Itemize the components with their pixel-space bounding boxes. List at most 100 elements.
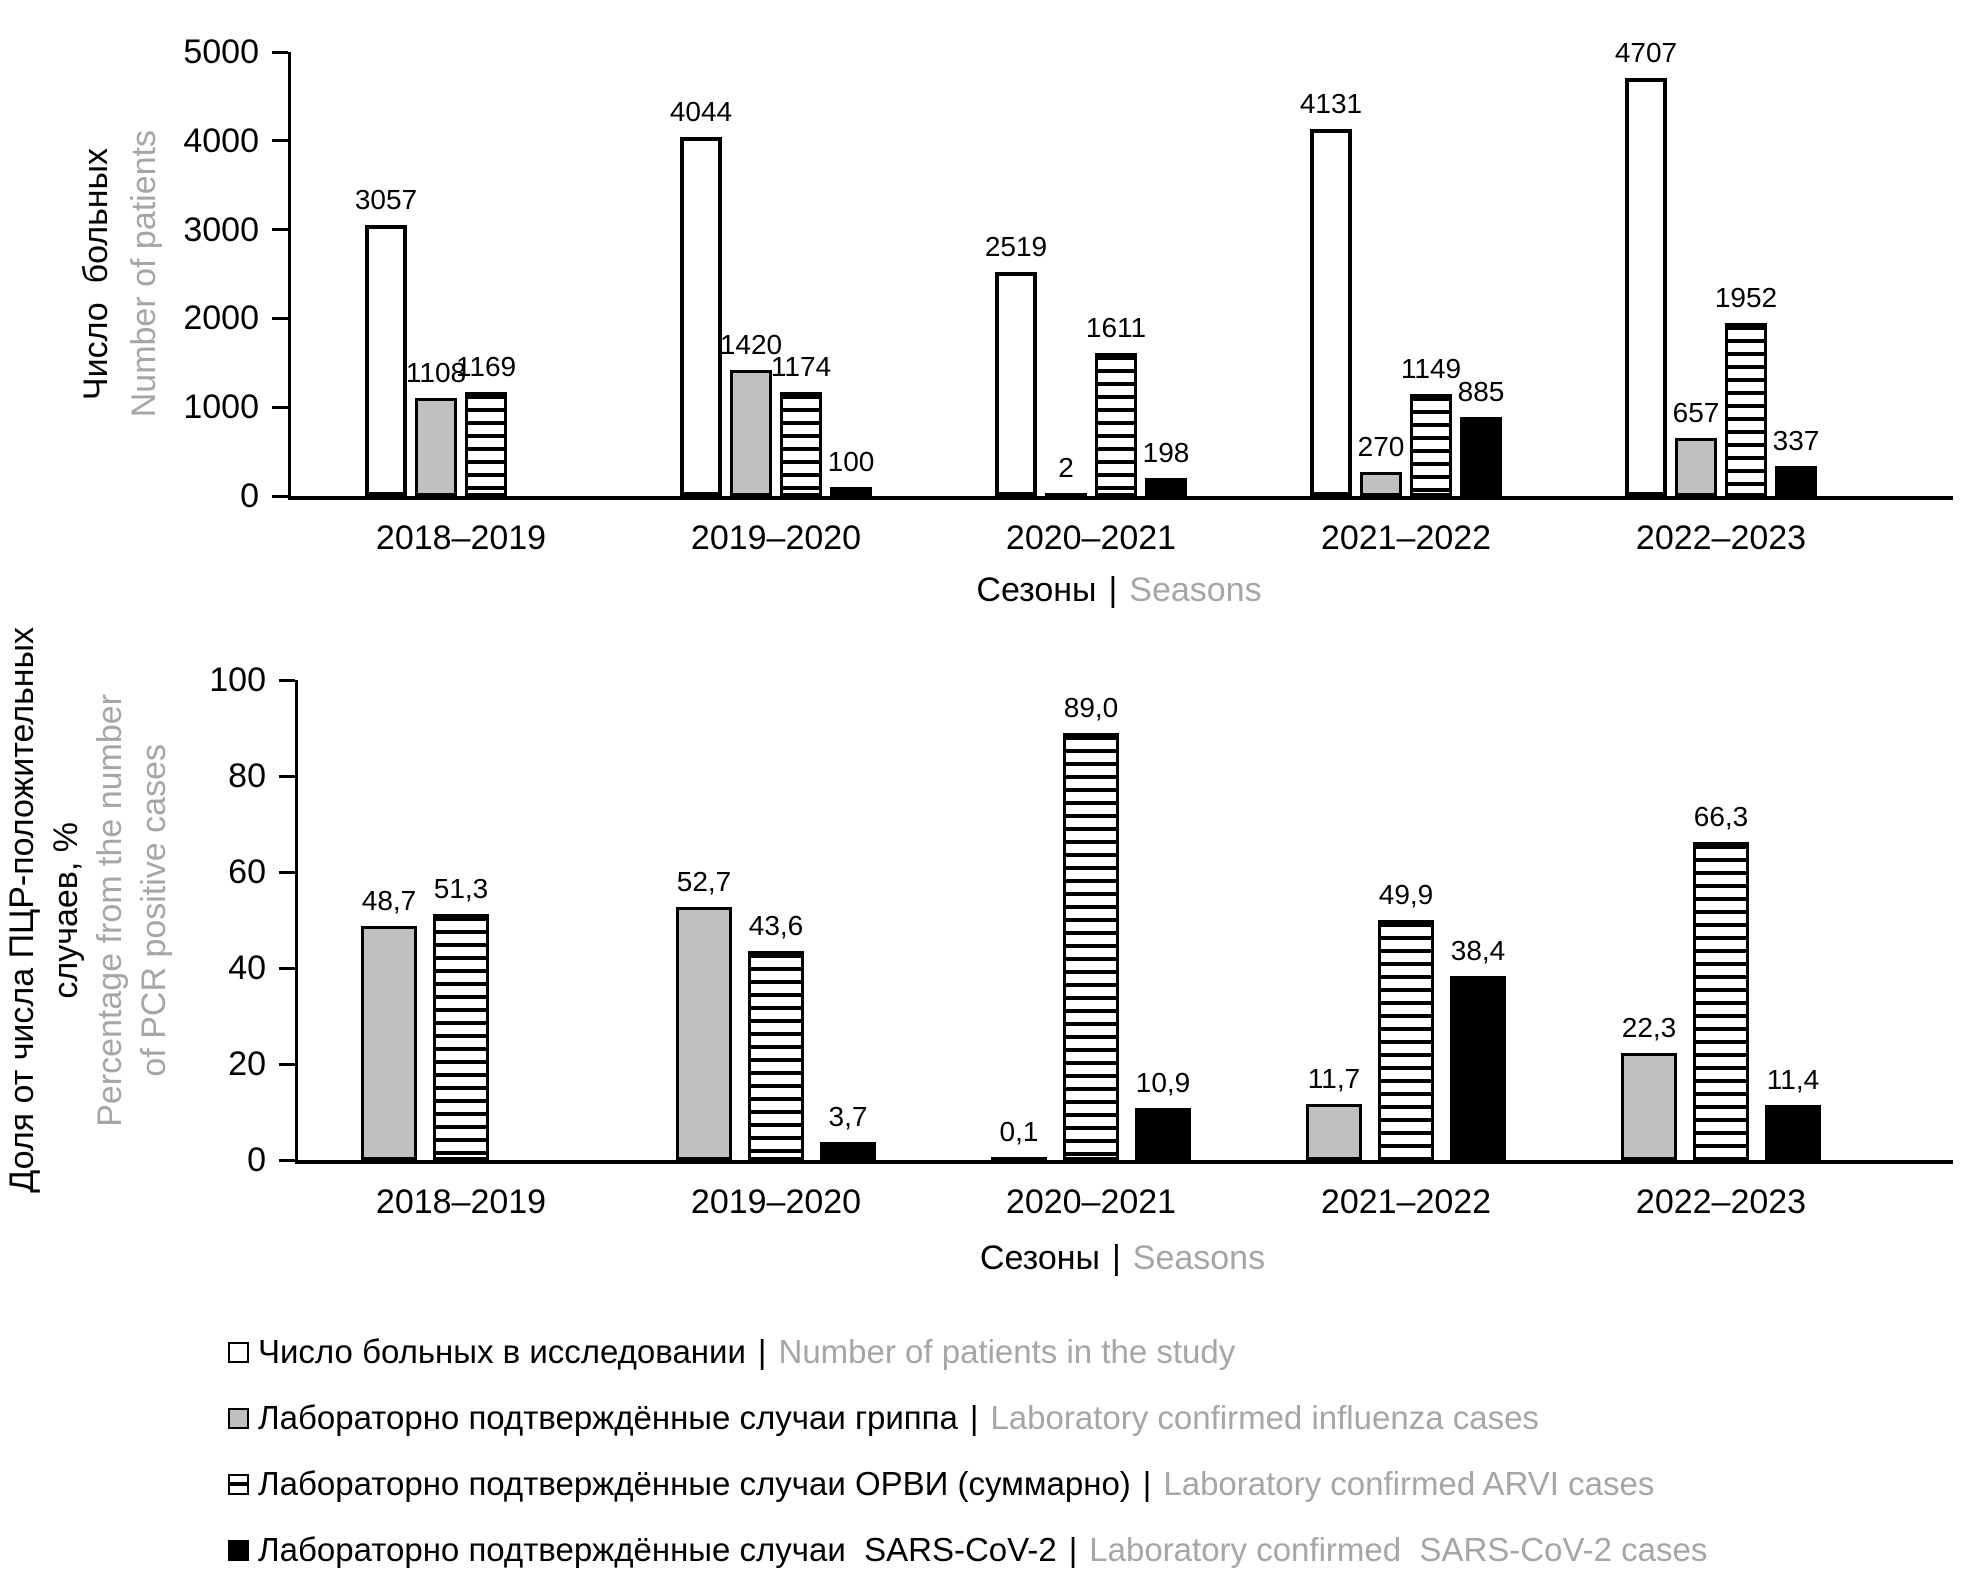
- bar-value-label: 657: [1672, 397, 1720, 428]
- bar-gray: [676, 907, 732, 1160]
- bar-value-label: 198: [1142, 437, 1190, 468]
- bar-striped: [1378, 920, 1434, 1160]
- separator: |: [969, 1399, 979, 1436]
- gray-bar-swatch-icon: [228, 1407, 249, 1429]
- bar-value-label: 48,7: [361, 885, 417, 916]
- bar-striped: [748, 951, 804, 1160]
- bar-striped: [1410, 394, 1452, 496]
- separator: |: [1111, 1239, 1121, 1277]
- y-tick: [279, 870, 295, 874]
- bar-gray: [1621, 1053, 1677, 1160]
- bar-striped: [1095, 353, 1137, 496]
- bar-value-label: 2519: [984, 231, 1048, 262]
- bar-value-label: 1169: [455, 351, 517, 382]
- x-category-label: 2019–2020: [690, 519, 862, 557]
- bar-striped: [1693, 842, 1749, 1160]
- bar-value-label: 1420: [719, 329, 783, 360]
- bar-value-label: 89,0: [1063, 692, 1119, 723]
- bar-white: [1625, 78, 1667, 496]
- x-category-label: 2021–2022: [1320, 1183, 1492, 1221]
- y-tick: [272, 316, 288, 320]
- bar-value-label: 1149: [1400, 353, 1462, 384]
- bar-value-label: 337: [1772, 425, 1820, 456]
- bar-value-label: 49,9: [1378, 879, 1434, 910]
- bar-white: [365, 225, 407, 496]
- top-x-axis-title: Сезоны | Seasons: [288, 572, 1950, 608]
- bar-striped: [780, 392, 822, 496]
- bar-value-label: 1174: [770, 351, 832, 382]
- bottom-x-axis-title-en: Seasons: [1132, 1239, 1266, 1277]
- bar-value-label: 1108: [405, 357, 467, 388]
- y-tick: [279, 774, 295, 778]
- top-x-axis-title-ru: Сезоны: [976, 571, 1097, 609]
- legend-label-ru: Число больных в исследовании: [258, 1333, 746, 1370]
- legend-label-en: Laboratory confirmed SARS-CoV-2 cases: [1089, 1531, 1708, 1568]
- separator: |: [1108, 571, 1118, 609]
- separator: |: [1068, 1531, 1078, 1568]
- bar-value-label: 66,3: [1693, 801, 1749, 832]
- bar-striped: [433, 914, 489, 1160]
- bar-value-label: 10,9: [1135, 1067, 1191, 1098]
- bar-white: [1310, 129, 1352, 496]
- y-tick-label: 0: [240, 477, 259, 515]
- legend-label-ru: Лабораторно подтверждённые случаи гриппа: [258, 1399, 958, 1436]
- bar-black: [1765, 1105, 1821, 1160]
- bar-value-label: 0,1: [999, 1116, 1039, 1147]
- y-tick: [272, 494, 288, 498]
- bar-gray: [730, 370, 772, 496]
- x-category-label: 2020–2021: [1005, 1183, 1177, 1221]
- bottom-y-axis-title-ru-line2: случаев, %: [47, 821, 85, 999]
- bar-value-label: 1611: [1085, 312, 1147, 343]
- separator: |: [757, 1333, 767, 1370]
- legend-item-arvi: Лабораторно подтверждённые случаи ОРВИ (…: [228, 1464, 1707, 1504]
- y-tick-label: 60: [228, 853, 266, 891]
- x-category-label: 2021–2022: [1320, 519, 1492, 557]
- bar-value-label: 100: [827, 446, 875, 477]
- bar-striped: [1063, 733, 1119, 1160]
- x-category-label: 2022–2023: [1635, 1183, 1807, 1221]
- legend-item-influenza: Лабораторно подтверждённые случаи гриппа…: [228, 1398, 1707, 1438]
- bottom-x-axis-title-ru: Сезоны: [979, 1239, 1100, 1277]
- y-tick: [272, 405, 288, 409]
- legend-label-en: Number of patients in the study: [778, 1333, 1236, 1370]
- bar-gray: [1306, 1104, 1362, 1160]
- y-tick: [272, 139, 288, 143]
- legend-label-en: Laboratory confirmed ARVI cases: [1163, 1465, 1655, 1502]
- bar-gray: [361, 926, 417, 1160]
- bar-striped: [1725, 323, 1767, 496]
- bar-black: [1135, 1108, 1191, 1160]
- top-x-axis-title-en: Seasons: [1129, 571, 1262, 609]
- bar-black: [1775, 466, 1817, 496]
- bar-value-label: 22,3: [1621, 1012, 1677, 1043]
- bar-value-label: 38,4: [1450, 935, 1506, 966]
- bar-black: [1450, 976, 1506, 1160]
- bar-gray: [415, 398, 457, 496]
- bar-gray: [1360, 472, 1402, 496]
- top-y-axis-title-en: Number of patients: [125, 130, 163, 418]
- bar-gray: [1675, 438, 1717, 496]
- striped-bar-swatch-icon: [228, 1473, 249, 1495]
- y-tick-label: 2000: [183, 299, 259, 338]
- y-tick: [279, 1158, 295, 1162]
- bar-value-label: 11,4: [1766, 1064, 1820, 1095]
- y-tick-label: 3000: [183, 210, 259, 249]
- bottom-y-axis-title-en-line2: of PCR positive cases: [135, 743, 173, 1077]
- legend-label-en: Laboratory confirmed influenza cases: [990, 1399, 1539, 1436]
- y-tick-label: 1000: [183, 388, 259, 427]
- legend-item-sars-cov-2: Лабораторно подтверждённые случаи SARS-C…: [228, 1530, 1707, 1570]
- bar-value-label: 11,7: [1307, 1063, 1361, 1094]
- bar-value-label: 51,3: [433, 873, 489, 904]
- bar-striped: [465, 392, 507, 496]
- bar-value-label: 52,7: [676, 866, 732, 897]
- y-tick-label: 80: [228, 757, 266, 795]
- bar-black: [1145, 478, 1187, 496]
- y-tick: [279, 678, 295, 682]
- bar-white: [995, 272, 1037, 496]
- bar-value-label: 2: [1058, 452, 1074, 483]
- bottom-y-axis-title-en-line1: Percentage from the number: [91, 693, 129, 1127]
- bottom-x-axis-title: Сезоны | Seasons: [295, 1240, 1950, 1276]
- bar-value-label: 885: [1457, 376, 1505, 407]
- top-y-axis-title: Число больных Number of patients: [62, 52, 178, 496]
- bottom-y-axis-title-ru-line1: Доля от числа ПЦР-положительных: [3, 627, 41, 1193]
